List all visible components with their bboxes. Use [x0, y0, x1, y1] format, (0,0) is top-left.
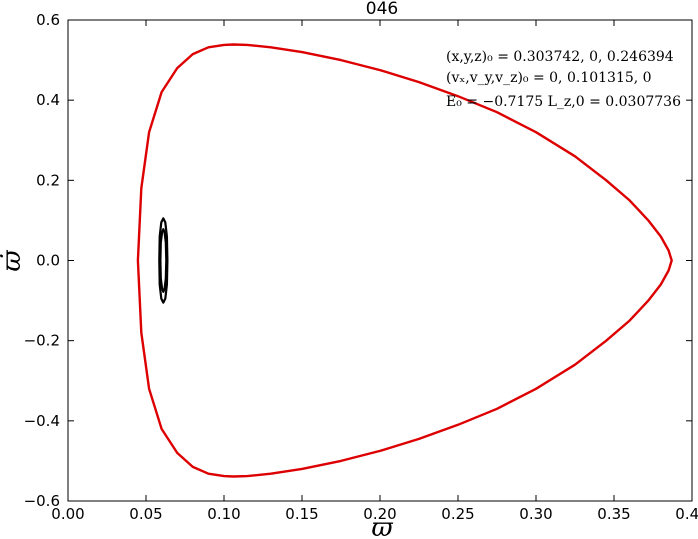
y-tick-label: 0.4: [36, 91, 60, 109]
x-tick-label: 0.40: [675, 505, 698, 523]
y-tick-label: −0.2: [24, 332, 60, 350]
x-axis-label: ϖ: [371, 513, 393, 539]
annotation-initial-position: (x,y,z)₀ = 0.303742, 0, 0.246394: [446, 49, 674, 65]
annotation-initial-velocity: (vₓ,v_y,v_z)₀ = 0, 0.101315, 0: [446, 70, 652, 86]
annotation-energy-momentum: E₀ = −0.7175 L_z,0 = 0.0307736: [446, 94, 681, 110]
y-tick-label: −0.4: [24, 412, 60, 430]
x-tick-label: 0.20: [363, 505, 396, 523]
y-tick-label: −0.6: [24, 492, 60, 510]
y-tick-label: 0.0: [36, 252, 60, 270]
x-tick-label: 0.10: [207, 505, 240, 523]
x-tick-label: 0.35: [597, 505, 630, 523]
chart-title: 046: [366, 0, 398, 19]
x-tick-label: 0.25: [441, 505, 474, 523]
plot-area: [136, 43, 673, 478]
x-tick-label: 0.15: [285, 505, 318, 523]
x-tick-label: 0.05: [129, 505, 162, 523]
axis-ticks: 0.00 0.05 0.10 0.15 0.20 0.25 0.30 0.35 0.40 −0.6…: [24, 11, 698, 523]
x-tick-label: 0.00: [51, 505, 84, 523]
y-tick-label: 0.6: [36, 11, 60, 29]
orbit-series-0: [136, 43, 673, 478]
orbit-series-2: [159, 228, 168, 293]
x-tick-label: 0.30: [519, 505, 552, 523]
y-axis-label: ϖ̇: [0, 250, 27, 272]
y-tick-label: 0.2: [36, 171, 60, 189]
